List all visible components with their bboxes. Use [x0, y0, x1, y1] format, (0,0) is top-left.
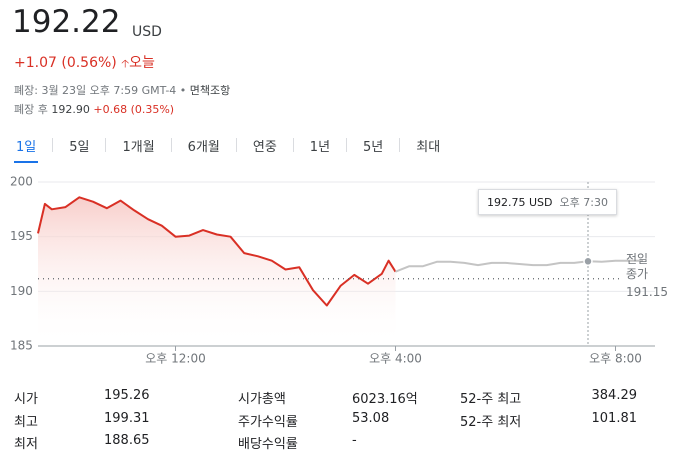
x-tick-label: 오후 12:00 — [145, 352, 205, 366]
x-tick-label: 오후 8:00 — [589, 352, 642, 366]
after-hours-change: +0.68 (0.35%) — [93, 103, 175, 116]
tab-separator — [52, 138, 54, 152]
tab-separator — [399, 138, 401, 152]
tooltip-value: 192.75 — [487, 196, 526, 209]
tooltip-currency: USD — [529, 196, 553, 209]
currency: USD — [132, 24, 162, 40]
price: 192.22 — [12, 4, 121, 40]
after-hours: 폐장 후 192.90 +0.68 (0.35%) — [14, 101, 174, 117]
tooltip-time: 오후 7:30 — [559, 196, 608, 209]
stat-label: 주가수익률 — [238, 414, 298, 430]
status-line: 폐장: 3월 23일 오후 7:59 GMT-4 • 면책조항 — [14, 82, 230, 98]
stat-label: 최저 — [14, 437, 38, 452]
stat-value: 6023.16억 — [352, 392, 418, 407]
stat-value: 188.65 — [104, 433, 150, 448]
tooltip: 192.75 USD 오후 7:30 — [478, 189, 617, 215]
stat-value: 195.26 — [104, 388, 150, 403]
y-tick-label: 190 — [10, 284, 33, 298]
line — [395, 259, 643, 273]
range-tab[interactable]: 최대 — [416, 140, 441, 155]
area — [38, 197, 396, 346]
tooltip-dot — [583, 256, 593, 267]
range-tab[interactable]: 1개월 — [122, 140, 155, 155]
stat-value: 53.08 — [352, 410, 390, 426]
range-tab[interactable]: 1년 — [309, 140, 331, 155]
previous-close-value: 191.15 — [626, 285, 668, 299]
y-tick-label: 200 — [10, 175, 33, 189]
stat-label: 52-주 최저 — [460, 414, 522, 430]
line — [37, 196, 397, 307]
range-tab[interactable]: 5년 — [363, 140, 384, 155]
change-value: +1.07 (0.56%) — [14, 55, 117, 71]
tab-separator — [105, 138, 107, 152]
status: 폐장: 3월 23일 오후 7:59 GMT-4 • — [14, 84, 187, 97]
stat-value: 384.29 — [591, 388, 638, 403]
tab-separator — [170, 138, 172, 152]
tab-separator — [292, 138, 294, 152]
period: 오늘 — [129, 55, 155, 71]
stat-label: 시가 — [14, 392, 38, 407]
range-tab[interactable]: 5일 — [69, 140, 90, 155]
y-tick-label: 195 — [10, 229, 33, 243]
x-tick-label: 오후 4:00 — [369, 352, 422, 366]
range-tab[interactable]: 6개월 — [187, 140, 220, 155]
range-tab[interactable]: 1일 — [14, 136, 39, 163]
stat-label: 52-주 최고 — [460, 392, 522, 407]
range-tabs: 1일 5일 1개월 6개월 연중 1년 5년 최대 — [14, 136, 452, 163]
previous-close-label: 전일 종가 — [626, 252, 649, 281]
stat-label: 시가총액 — [238, 392, 286, 407]
stat-value: 101.81 — [591, 410, 638, 426]
stat-value: 199.31 — [104, 410, 150, 426]
stat-value: - — [352, 433, 357, 448]
y-tick-label: 185 — [10, 339, 33, 353]
tab-separator — [235, 138, 237, 152]
stat-label: 최고 — [14, 414, 38, 430]
after-hours-label: 폐장 후 — [14, 103, 48, 116]
change: +1.07 (0.56%) 🡡오늘 — [14, 55, 155, 71]
disclaimer-link[interactable]: 면책조항 — [189, 84, 231, 97]
after-hours-price: 192.90 — [51, 103, 90, 116]
tab-separator — [346, 138, 348, 152]
range-tab[interactable]: 연중 — [252, 140, 277, 155]
stat-label: 배당수익률 — [238, 437, 298, 452]
